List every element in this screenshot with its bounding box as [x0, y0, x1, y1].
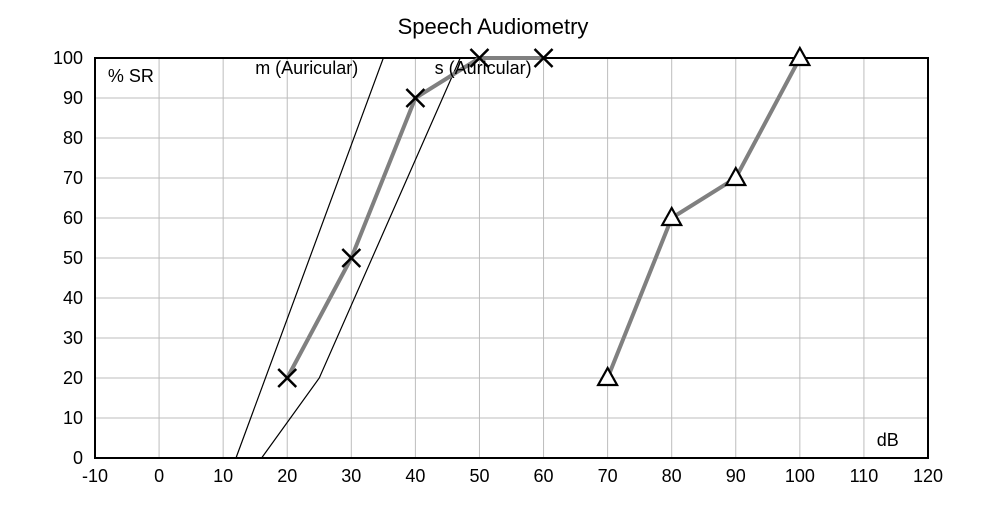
y-tick-label: 80 — [63, 128, 83, 148]
y-tick-label: 60 — [63, 208, 83, 228]
x-tick-label: 30 — [341, 466, 361, 486]
y-tick-label: 10 — [63, 408, 83, 428]
x-tick-label: 100 — [785, 466, 815, 486]
triangle-marker — [598, 368, 617, 385]
db-label: dB — [877, 430, 899, 450]
x-tick-label: 10 — [213, 466, 233, 486]
y-tick-label: 40 — [63, 288, 83, 308]
y-tick-label: 70 — [63, 168, 83, 188]
m-auricular-label: m (Auricular) — [255, 58, 358, 78]
x-tick-label: 40 — [405, 466, 425, 486]
pct-sr-label: % SR — [108, 66, 154, 86]
x-tick-label: 20 — [277, 466, 297, 486]
x-tick-label: 0 — [154, 466, 164, 486]
x-tick-label: 60 — [534, 466, 554, 486]
s-auricular-label: s (Auricular) — [435, 58, 532, 78]
y-tick-label: 90 — [63, 88, 83, 108]
y-tick-label: 50 — [63, 248, 83, 268]
speech-audiometry-chart: -100102030405060708090100110120010203040… — [0, 0, 986, 520]
triangle-marker — [790, 48, 809, 65]
x-tick-label: 50 — [469, 466, 489, 486]
x-tick-label: 110 — [850, 466, 879, 486]
x-tick-label: 70 — [598, 466, 618, 486]
y-tick-label: 30 — [63, 328, 83, 348]
y-tick-label: 0 — [73, 448, 83, 468]
y-tick-label: 100 — [53, 48, 83, 68]
x-tick-label: -10 — [82, 466, 108, 486]
x-tick-label: 80 — [662, 466, 682, 486]
x-tick-label: 120 — [913, 466, 943, 486]
triangle-marker — [726, 168, 745, 185]
y-tick-label: 20 — [63, 368, 83, 388]
triangle-marker — [662, 208, 681, 225]
x-tick-label: 90 — [726, 466, 746, 486]
